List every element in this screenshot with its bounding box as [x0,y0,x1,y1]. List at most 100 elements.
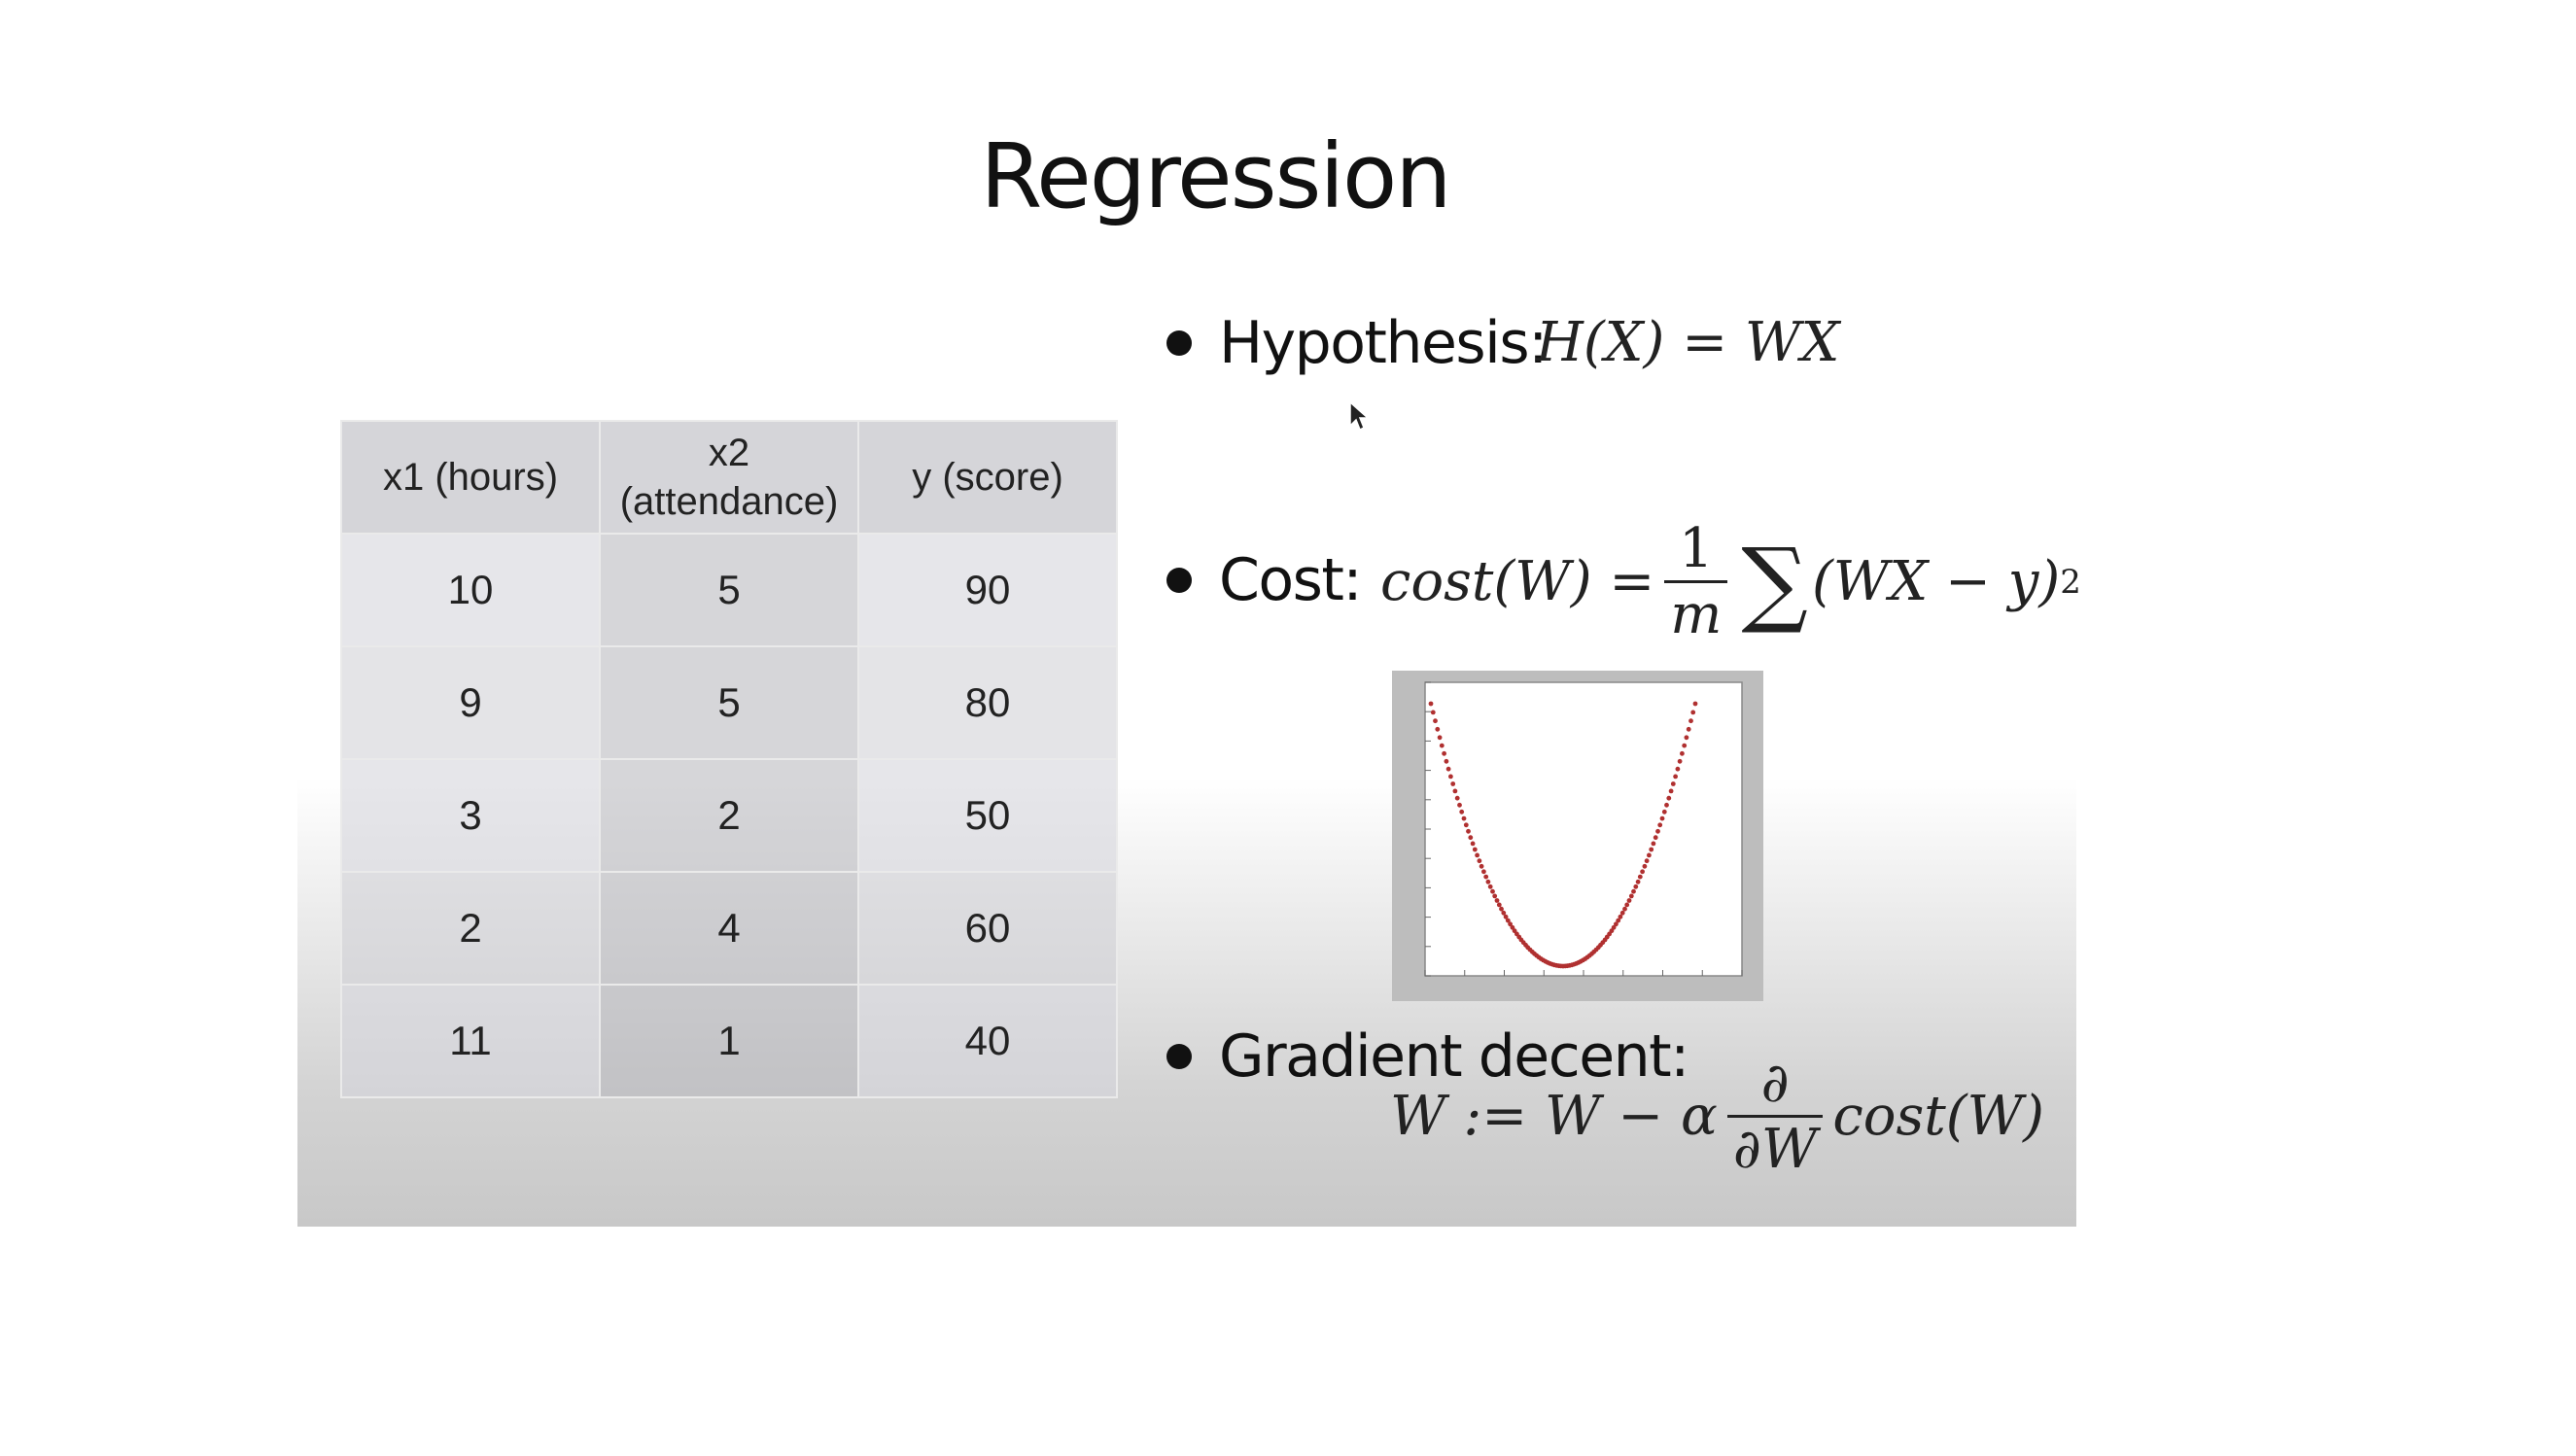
curve-point [1680,750,1685,756]
curve-point [1452,788,1458,794]
curve-point [1661,809,1667,815]
curve-point [1626,898,1632,903]
bullet-cost: Cost: [1166,546,1363,614]
cost-formula-power: 2 [2060,562,2081,602]
table-row: 2 4 60 [340,871,1118,986]
curve-point [1657,822,1663,828]
cell-x1: 3 [340,758,601,873]
curve-point [1468,835,1474,841]
cell-y: 60 [857,871,1118,986]
curve-point [1492,893,1498,899]
cell-y: 50 [857,758,1118,873]
bullet-dot-icon [1166,330,1192,356]
fraction-bar [1664,580,1728,583]
curve-point [1640,869,1645,875]
curve-point [1686,726,1691,732]
curve-point [1688,718,1693,724]
curve-point [1631,888,1636,894]
data-table: x1 (hours) x2 (attendance) y (score) 10 … [340,420,1118,1098]
curve-point [1499,906,1504,912]
cell-x2: 5 [599,533,859,647]
curve-point [1677,758,1683,764]
curve-point [1692,701,1698,707]
curve-point [1659,815,1665,821]
gradient-formula-lhs: W := W − α [1390,1085,1718,1148]
header-y: y (score) [857,420,1118,535]
curve-point [1450,781,1456,786]
curve-point [1501,910,1507,916]
gradient-fraction-denominator: ∂W [1732,1118,1818,1181]
curve-point [1675,766,1681,772]
plot-area [1424,681,1743,977]
curve-point [1668,788,1674,794]
curve-point [1614,921,1619,927]
curve-point [1496,902,1502,908]
cost-formula-lhs: cost(W) = [1380,550,1655,613]
curve-point [1430,710,1436,715]
curve-point [1475,852,1479,858]
curve-point [1670,781,1676,786]
cell-x2: 5 [599,645,859,760]
header-x2: x2 (attendance) [599,420,859,535]
curve-point [1466,828,1471,834]
bullet-dot-icon [1166,568,1192,593]
curve-point [1490,888,1495,894]
curve-point [1470,841,1476,847]
curve-point [1649,847,1654,852]
curve-point [1428,701,1434,707]
curve-point [1481,869,1486,875]
curve-point [1461,815,1467,821]
curve-point [1655,828,1660,834]
curve-point [1479,863,1484,869]
curve-point [1457,802,1462,808]
slide-title: Regression [980,124,1451,228]
curve-point [1435,726,1441,732]
curve-point [1633,884,1639,889]
cost-fraction: 1 m [1664,517,1728,646]
curve-point [1477,858,1482,864]
curve-point [1644,858,1650,864]
curve-point [1445,766,1451,772]
curve-point [1487,884,1493,889]
curve-point [1439,743,1445,748]
cell-y: 80 [857,645,1118,760]
cell-y: 40 [857,984,1118,1098]
gradient-label: Gradient decent: [1219,1023,1689,1091]
cell-x2: 2 [599,758,859,873]
plot-ticks [1424,681,1743,977]
cost-fraction-denominator: m [1670,583,1723,646]
curve-point [1472,847,1478,852]
gradient-fraction-numerator: ∂ [1760,1052,1790,1115]
curve-point [1508,921,1513,927]
cell-x1: 2 [340,871,601,986]
curve-point [1616,918,1621,923]
cost-curve [1428,701,1698,969]
curve-point [1622,906,1627,912]
curve-point [1437,735,1443,741]
curve-point [1651,841,1656,847]
cell-x2: 1 [599,984,859,1098]
curve-point [1483,874,1489,880]
table-header-row: x1 (hours) x2 (attendance) y (score) [340,420,1118,535]
curve-point [1618,914,1623,919]
curve-point [1690,710,1696,715]
curve-point [1485,879,1491,884]
curve-point [1433,718,1438,724]
curve-point [1454,795,1460,801]
curve-point [1628,893,1634,899]
table-row: 10 5 90 [340,533,1118,647]
cost-curve-plot [1392,671,1763,1001]
curve-point [1647,852,1652,858]
curve-point [1503,914,1509,919]
bullet-hypothesis: Hypothesis: [1166,309,1548,377]
curve-point [1459,809,1465,815]
curve-point [1637,874,1643,880]
gradient-fraction: ∂ ∂W [1726,1052,1824,1181]
cell-x1: 9 [340,645,601,760]
header-x2-line2: (attendance) [619,480,839,523]
cost-fraction-numerator: 1 [1679,517,1714,580]
curve-point [1635,879,1641,884]
curve-point [1653,835,1658,841]
hypothesis-formula: H(X) = WX [1536,311,1840,374]
